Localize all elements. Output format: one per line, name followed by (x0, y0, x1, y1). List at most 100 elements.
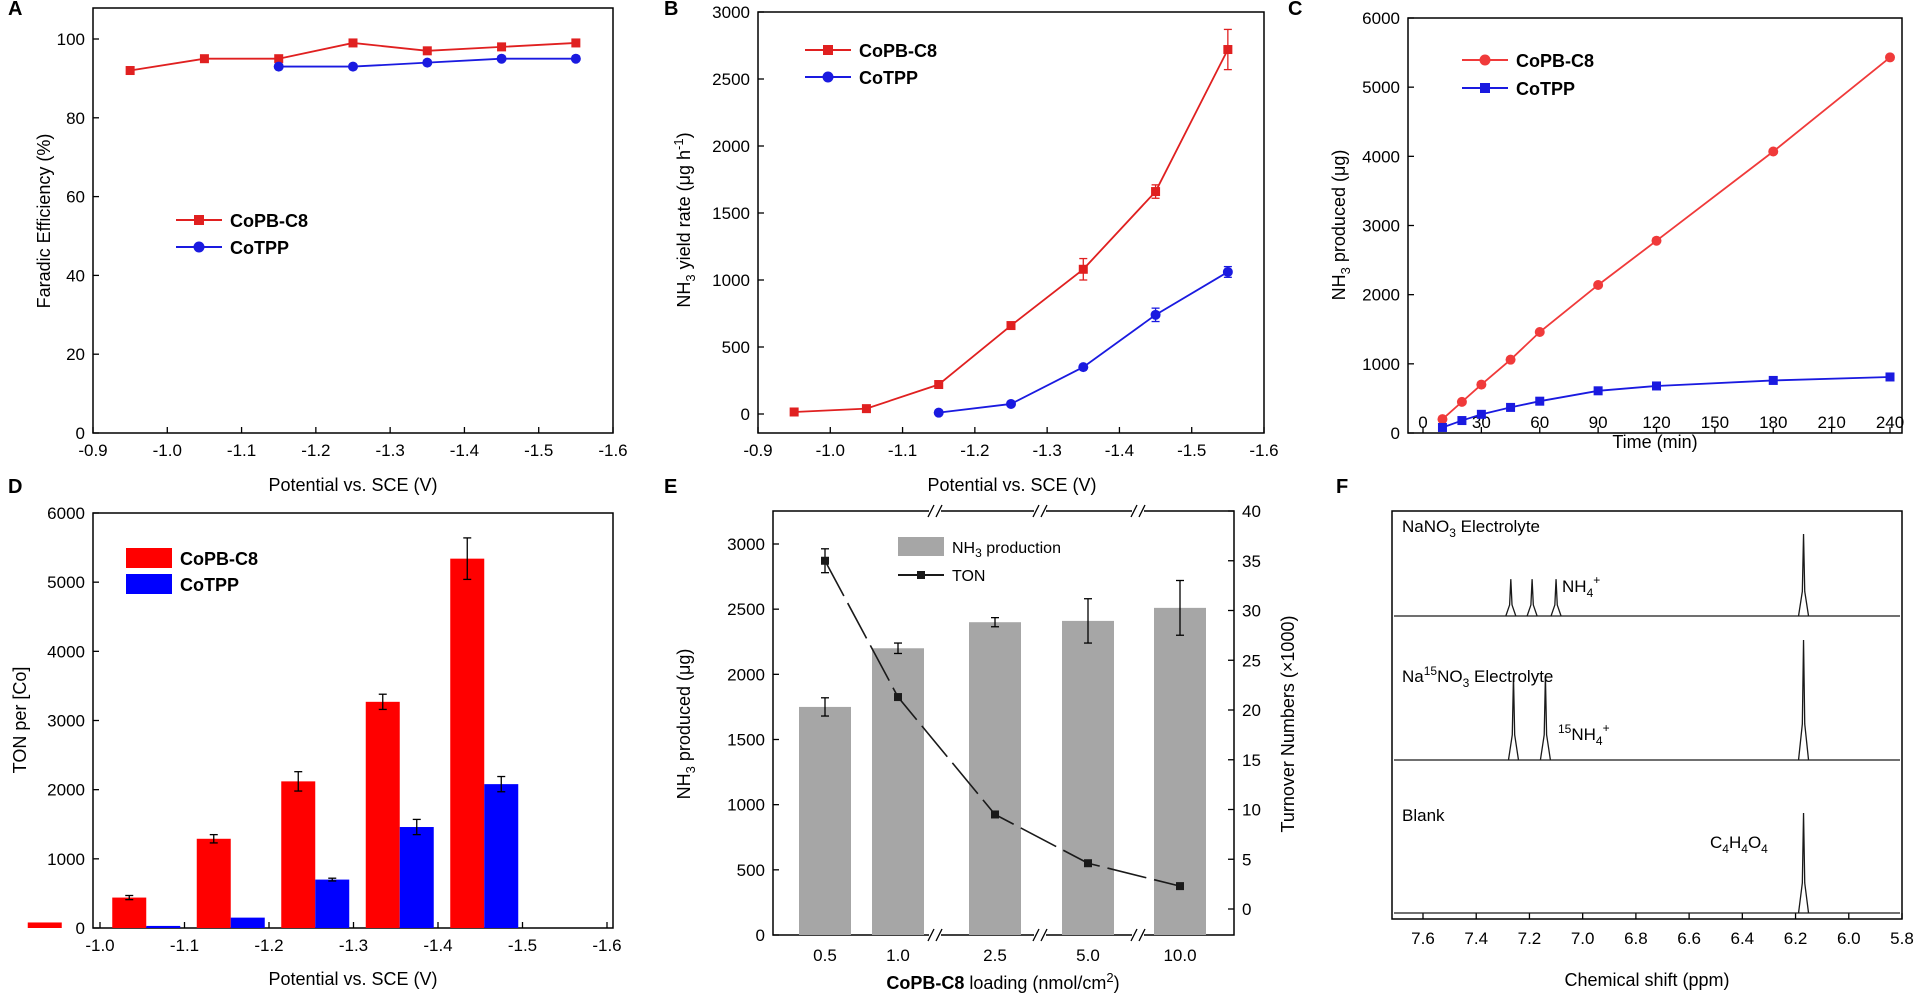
data-point (1006, 321, 1016, 331)
data-point (1768, 375, 1778, 385)
x-tick-label: 6.4 (1731, 929, 1755, 948)
data-point (1506, 402, 1516, 412)
y-tick-label: 100 (57, 30, 85, 49)
axis-break-gap (929, 507, 941, 515)
y-tick-label: 3000 (727, 535, 765, 554)
spectrum-peak (1550, 579, 1562, 617)
data-point (274, 54, 284, 64)
x-tick-label: 240 (1876, 413, 1904, 432)
x-tick-label: -1.0 (153, 441, 182, 460)
legend-marker (1480, 83, 1490, 93)
x-tick-label: 7.6 (1411, 929, 1435, 948)
bar (365, 701, 400, 928)
axis-break (927, 504, 935, 518)
y-axis-label-sub: 3 (683, 766, 698, 773)
legend: NH3 production TON (898, 537, 1061, 585)
panel-letter-c: C (1288, 0, 1302, 20)
x-tick-label: 150 (1701, 413, 1729, 432)
series-line (794, 49, 1229, 413)
series-line (1441, 56, 1891, 420)
x-tick-label: 7.2 (1518, 929, 1542, 948)
axis-break-gap (929, 931, 941, 939)
x-tick-label: 6.0 (1837, 929, 1861, 948)
y-tick-label: 35 (1242, 552, 1261, 571)
bar (399, 827, 434, 928)
x-tick-label: 210 (1817, 413, 1845, 432)
axis-break (927, 928, 935, 942)
legend-label: CoTPP (230, 238, 289, 258)
data-point (1176, 882, 1184, 891)
x-tick-label: -1.3 (1032, 441, 1061, 460)
legend-label: CoPB-C8 (180, 549, 258, 569)
y-tick-label: 1500 (727, 731, 765, 750)
x-tick-label: 5.8 (1890, 929, 1914, 948)
y-axis-label: NH3 produced (μg) (674, 649, 698, 800)
axis-break (1032, 928, 1040, 942)
legend-swatch (126, 574, 172, 594)
x-tick-label: 1.0 (886, 946, 910, 965)
panel-letter-f: F (1336, 476, 1348, 498)
chart-panel-a: -0.9 -1.0 -1.1 -1.2 -1.3 -1.4 -1.5 -1.6 0 20 40 60 8… (34, 7, 628, 495)
data-point (1150, 309, 1161, 320)
y-axis-label-part: NH (674, 282, 694, 308)
bar (450, 558, 485, 928)
trace-label: Blank (1402, 806, 1445, 825)
y-tick-label: 5000 (1362, 78, 1400, 97)
chart-panel-d: -1.0 -1.1 -1.2 -1.3 -1.4 -1.5 -1.6 0 1000 2000 300… (10, 504, 622, 989)
x-tick-label: -1.4 (423, 936, 452, 955)
annotation-part: H (1729, 833, 1741, 852)
y-axis-label-part: yield rate (μg h (674, 150, 694, 274)
x-tick-label: 120 (1642, 413, 1670, 432)
y-tick-label: 5000 (47, 573, 85, 592)
x-tick-label: -1.1 (888, 441, 917, 460)
peak-annotation: 15NH4+ (1558, 721, 1610, 748)
x-tick-label: 10.0 (1163, 946, 1196, 965)
data-point (1476, 379, 1487, 390)
axis-break (1032, 504, 1040, 518)
x-tick-label: 60 (1530, 413, 1549, 432)
x-tick-label: -1.5 (508, 936, 537, 955)
data-point (1505, 354, 1516, 365)
legend-swatch (126, 548, 172, 568)
y-tick-label: 4000 (47, 642, 85, 661)
y-tick-label: 500 (722, 338, 750, 357)
y-tick-label: 1500 (712, 204, 750, 223)
y-tick-label: 3000 (1362, 217, 1400, 236)
legend: CoPB-C8 CoTPP (805, 41, 937, 88)
legend-label: CoPB-C8 (230, 211, 308, 231)
data-point (422, 46, 432, 56)
y-axis-label: NH3 yield rate (μg h-1) (671, 132, 698, 307)
bar (230, 917, 265, 928)
legend-label: CoTPP (859, 68, 918, 88)
x-tick-label: 6.6 (1677, 929, 1701, 948)
y-tick-label: 0 (741, 405, 750, 424)
bar (27, 922, 62, 928)
data-point (1593, 279, 1604, 290)
y-tick-label: 0 (756, 926, 765, 945)
y-tick-label: 20 (66, 345, 85, 364)
annotation-pre: 15 (1558, 722, 1572, 736)
x-tick-label: 0 (1418, 413, 1427, 432)
x-axis-label-part: loading (nmol/cm (964, 973, 1106, 993)
x-tick-label: 90 (1589, 413, 1608, 432)
y-axis-label-part: NH (1329, 274, 1349, 300)
annotation-sup: + (1593, 573, 1600, 587)
annotation-sup: + (1603, 721, 1610, 735)
trace-label: Na15NO3 Electrolyte (1402, 664, 1553, 690)
y-tick-label: 0 (1242, 900, 1251, 919)
y-tick-label: 2000 (1362, 286, 1400, 305)
bar (484, 784, 519, 928)
spectrum-peak (1505, 579, 1517, 617)
data-point (1006, 398, 1016, 409)
data-point (1078, 264, 1088, 274)
trace-label-part: NaNO (1402, 517, 1449, 536)
axis-break-gap (1034, 931, 1046, 939)
data-point (789, 407, 799, 417)
data-point (894, 693, 902, 702)
y-tick-label: 2000 (727, 665, 765, 684)
bar (146, 925, 181, 928)
spectrum-peak (1507, 675, 1520, 761)
plot-frame (1391, 510, 1903, 920)
legend-marker (193, 241, 205, 253)
bar (196, 838, 231, 928)
